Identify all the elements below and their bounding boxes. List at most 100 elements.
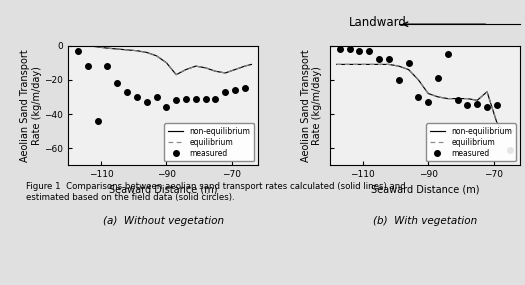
measured: [385, 57, 393, 62]
measured: [404, 60, 413, 65]
non-equilibrium: [222, 71, 228, 75]
equilibrium: [366, 63, 372, 66]
Y-axis label: Aeolian Sand Transport
Rate (kg/m/day): Aeolian Sand Transport Rate (kg/m/day): [301, 49, 322, 162]
measured: [492, 103, 501, 108]
X-axis label: Seaward Distance (m): Seaward Distance (m): [109, 185, 217, 195]
measured: [424, 100, 433, 104]
measured: [162, 105, 171, 109]
non-equilibrium: [376, 63, 382, 66]
equilibrium: [153, 54, 160, 58]
equilibrium: [455, 97, 461, 100]
equilibrium: [360, 63, 366, 66]
non-equilibrium: [343, 63, 350, 66]
non-equilibrium: [360, 63, 366, 66]
non-equilibrium: [114, 47, 120, 51]
non-equilibrium: [232, 68, 238, 71]
measured: [133, 95, 141, 99]
equilibrium: [386, 63, 392, 66]
Text: (b)  With vegetation: (b) With vegetation: [373, 215, 477, 225]
equilibrium: [405, 68, 412, 71]
Text: Landward: Landward: [349, 15, 407, 28]
equilibrium: [435, 95, 441, 99]
equilibrium: [144, 51, 150, 54]
equilibrium: [71, 44, 78, 47]
non-equilibrium: [415, 78, 422, 82]
non-equilibrium: [464, 97, 470, 100]
equilibrium: [415, 78, 422, 82]
non-equilibrium: [134, 49, 140, 52]
equilibrium: [474, 99, 480, 102]
equilibrium: [193, 64, 199, 68]
non-equilibrium: [484, 90, 490, 93]
measured: [414, 95, 423, 99]
measured: [113, 81, 121, 86]
Legend: non-equilibrium, equilibrium, measured: non-equilibrium, equilibrium, measured: [164, 123, 254, 162]
measured: [202, 96, 210, 101]
Legend: non-equilibrium, equilibrium, measured: non-equilibrium, equilibrium, measured: [426, 123, 516, 162]
measured: [231, 88, 239, 92]
non-equilibrium: [71, 44, 78, 47]
non-equilibrium: [474, 99, 480, 102]
equilibrium: [445, 97, 451, 100]
non-equilibrium: [494, 121, 500, 124]
measured: [172, 98, 181, 103]
measured: [143, 100, 151, 104]
non-equilibrium: [425, 92, 432, 95]
measured: [211, 96, 219, 101]
Text: Figure 1  Comparisons between aeolian sand transport rates calculated (solid lin: Figure 1 Comparisons between aeolian san…: [26, 182, 406, 202]
non-equilibrium: [173, 73, 180, 76]
measured: [394, 78, 403, 82]
equilibrium: [114, 47, 120, 51]
non-equilibrium: [455, 97, 461, 100]
equilibrium: [494, 121, 500, 124]
measured: [444, 52, 452, 56]
equilibrium: [500, 129, 507, 133]
equilibrium: [343, 63, 350, 66]
non-equilibrium: [144, 51, 150, 54]
measured: [463, 103, 471, 108]
non-equilibrium: [104, 46, 111, 50]
non-equilibrium: [193, 64, 199, 68]
non-equilibrium: [163, 61, 170, 64]
measured: [365, 48, 373, 53]
equilibrium: [173, 73, 180, 76]
measured: [434, 76, 442, 80]
equilibrium: [464, 97, 470, 100]
measured: [83, 64, 92, 68]
equilibrium: [81, 44, 88, 48]
equilibrium: [395, 64, 402, 68]
equilibrium: [510, 129, 517, 133]
measured: [152, 95, 161, 99]
non-equilibrium: [203, 66, 209, 70]
measured: [355, 48, 364, 53]
measured: [74, 48, 82, 53]
non-equilibrium: [242, 64, 248, 68]
measured: [454, 98, 462, 103]
non-equilibrium: [124, 48, 130, 52]
non-equilibrium: [353, 63, 359, 66]
equilibrium: [232, 68, 238, 71]
measured: [93, 119, 102, 123]
measured: [221, 89, 229, 94]
measured: [506, 148, 514, 152]
equilibrium: [248, 63, 255, 66]
non-equilibrium: [386, 63, 392, 66]
non-equilibrium: [212, 70, 218, 73]
equilibrium: [203, 66, 209, 70]
non-equilibrium: [81, 44, 88, 48]
non-equilibrium: [98, 46, 104, 49]
measured: [473, 101, 481, 106]
non-equilibrium: [395, 64, 402, 68]
equilibrium: [333, 63, 340, 66]
measured: [123, 89, 131, 94]
equilibrium: [376, 63, 382, 66]
equilibrium: [353, 63, 359, 66]
measured: [103, 64, 112, 68]
equilibrium: [242, 64, 248, 68]
equilibrium: [222, 71, 228, 75]
Text: (a)  Without vegetation: (a) Without vegetation: [102, 215, 224, 225]
non-equilibrium: [366, 63, 372, 66]
equilibrium: [104, 46, 111, 50]
Line: equilibrium: equilibrium: [337, 64, 513, 131]
equilibrium: [98, 46, 104, 49]
